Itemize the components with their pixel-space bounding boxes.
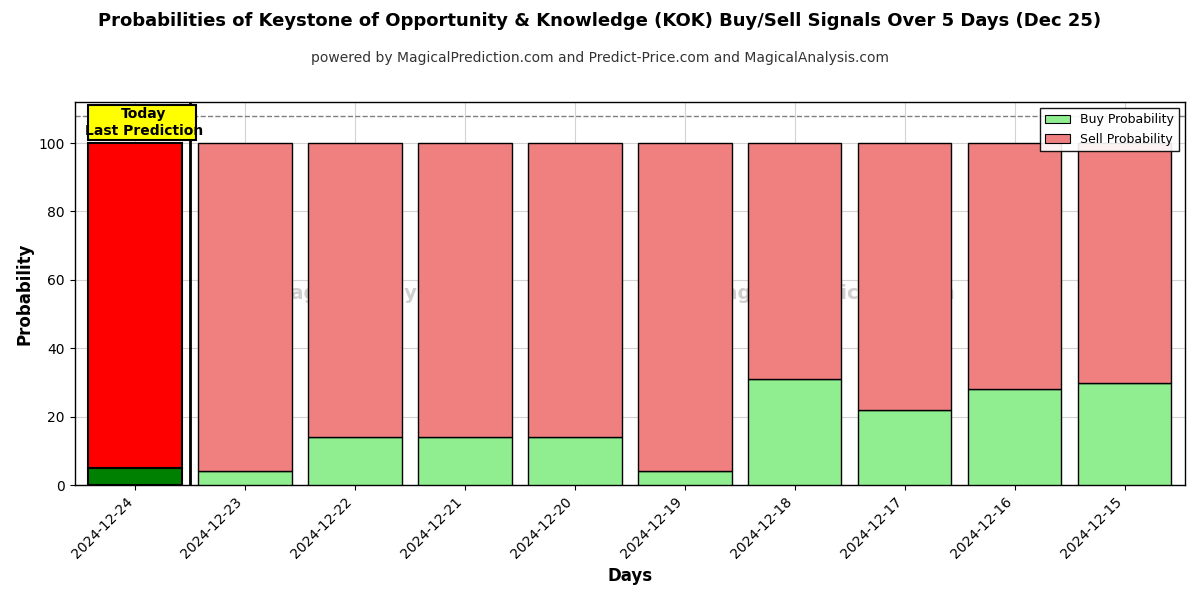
Bar <box>1078 143 1171 383</box>
Bar <box>1078 383 1171 485</box>
Bar <box>858 410 952 485</box>
Bar <box>89 468 182 485</box>
Bar <box>858 143 952 410</box>
Bar <box>308 437 402 485</box>
Bar <box>748 143 841 379</box>
Bar <box>968 143 1061 389</box>
Text: Today
Last Prediction: Today Last Prediction <box>85 107 203 138</box>
Bar <box>419 437 511 485</box>
Text: MagicalPrediction.com: MagicalPrediction.com <box>704 284 954 303</box>
Bar <box>638 472 732 485</box>
Bar <box>308 143 402 437</box>
Legend: Buy Probability, Sell Probability: Buy Probability, Sell Probability <box>1040 108 1178 151</box>
Bar <box>89 143 182 468</box>
Text: Probabilities of Keystone of Opportunity & Knowledge (KOK) Buy/Sell Signals Over: Probabilities of Keystone of Opportunity… <box>98 12 1102 30</box>
Bar <box>198 472 292 485</box>
Bar <box>638 143 732 472</box>
Text: MagicalAnalysis.com: MagicalAnalysis.com <box>271 284 499 303</box>
X-axis label: Days: Days <box>607 567 653 585</box>
Bar <box>748 379 841 485</box>
Y-axis label: Probability: Probability <box>16 242 34 345</box>
Text: powered by MagicalPrediction.com and Predict-Price.com and MagicalAnalysis.com: powered by MagicalPrediction.com and Pre… <box>311 51 889 65</box>
Bar <box>968 389 1061 485</box>
Bar <box>419 143 511 437</box>
Bar <box>198 143 292 472</box>
FancyBboxPatch shape <box>89 106 196 140</box>
Bar <box>528 437 622 485</box>
Bar <box>528 143 622 437</box>
